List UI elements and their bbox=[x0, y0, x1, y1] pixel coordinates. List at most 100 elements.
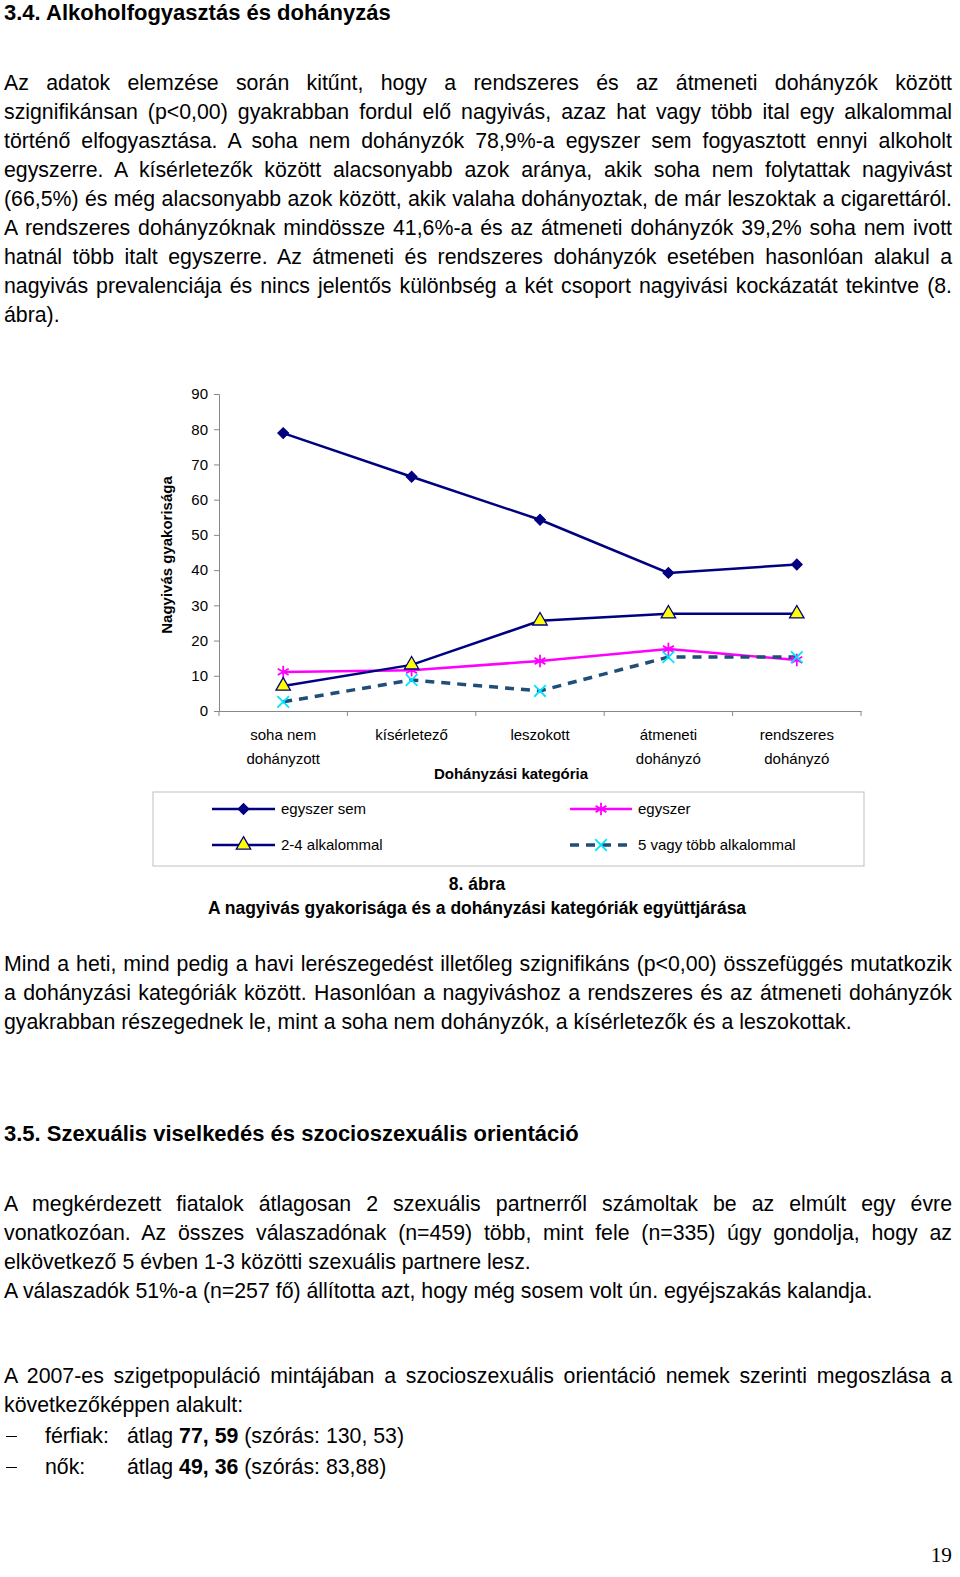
paragraph: A válaszadók 51%-a (n=257 fő) állította … bbox=[4, 1277, 952, 1306]
list-dash bbox=[6, 1467, 17, 1468]
figure-number: 8. ábra bbox=[449, 874, 506, 894]
y-tick-label: 60 bbox=[191, 491, 208, 508]
list-label: férfiak: bbox=[45, 1422, 109, 1451]
x-tick-label-line: soha nem bbox=[250, 726, 316, 743]
y-tick: 0 bbox=[200, 702, 219, 719]
legend-label: 5 vagy több alkalommal bbox=[638, 836, 796, 853]
legend-label: 2-4 alkalommal bbox=[281, 836, 383, 853]
y-tick-label: 20 bbox=[191, 632, 208, 649]
y-tick: 80 bbox=[191, 421, 219, 438]
x-category-tick bbox=[347, 711, 348, 716]
list-dash bbox=[6, 1436, 17, 1437]
paragraph: Mind a heti, mind pedig a havi lerészege… bbox=[4, 950, 952, 1037]
legend-marker bbox=[236, 837, 250, 849]
y-tick-mark bbox=[214, 711, 219, 712]
plot-area bbox=[276, 428, 804, 708]
x-tick-label-line: dohányzott bbox=[247, 750, 321, 767]
x-tick: rendszeres dohányzó bbox=[760, 711, 834, 767]
y-tick-mark bbox=[214, 394, 219, 395]
y-tick-mark bbox=[214, 429, 219, 430]
x-tick-label: átmeneti dohányzó bbox=[636, 726, 701, 767]
y-axis-title: Nagyivás gyakorisága bbox=[158, 476, 175, 634]
list-rest: (szórás: 83,88) bbox=[238, 1455, 386, 1479]
text-block: A 2007-es szigetpopuláció mintájában a s… bbox=[4, 1362, 952, 1420]
series-marker bbox=[276, 678, 290, 690]
x-tick-label-line: dohányzó bbox=[636, 750, 701, 767]
paragraph: Az adatok elemzése során kitűnt, hogy a … bbox=[4, 69, 952, 330]
legend-label: egyszer bbox=[638, 800, 691, 817]
y-tick-mark bbox=[214, 535, 219, 536]
page-number: 19 bbox=[931, 1543, 952, 1568]
series-line bbox=[283, 433, 797, 573]
series-marker bbox=[791, 559, 802, 570]
y-tick: 20 bbox=[191, 632, 219, 649]
list-text: átlag 49, 36 (szórás: 83,88) bbox=[127, 1453, 386, 1482]
y-tick-mark bbox=[214, 676, 219, 677]
x-tick: átmeneti dohányzó bbox=[636, 711, 701, 767]
list-pre: átlag bbox=[127, 1455, 179, 1479]
x-tick-label: rendszeres dohányzó bbox=[760, 726, 834, 767]
x-category-tick bbox=[604, 711, 605, 716]
x-category-tick bbox=[861, 711, 862, 716]
legend: egyszer sem egyszer 2-4 alkalommal 5 vagy t… bbox=[153, 792, 864, 866]
series-marker bbox=[790, 605, 804, 617]
x-tick-label: kísérletező bbox=[375, 726, 448, 743]
text-block: Az adatok elemzése során kitűnt, hogy a … bbox=[4, 69, 952, 330]
x-tick: leszokott bbox=[510, 711, 570, 743]
legend-marker bbox=[238, 804, 249, 815]
series-marker bbox=[277, 696, 289, 708]
figure-caption: A nagyivás gyakorisága és a dohányzási k… bbox=[208, 898, 746, 918]
series-marker bbox=[661, 605, 675, 617]
x-tick-label-line: rendszeres bbox=[760, 726, 834, 743]
y-tick-mark bbox=[214, 500, 219, 501]
paragraph: A megkérdezett fiatalok átlagosan 2 szex… bbox=[4, 1190, 952, 1277]
legend-marker bbox=[596, 803, 607, 816]
series-marker bbox=[534, 685, 546, 697]
chart: 0102030405060708090soha nemdohányzottkís… bbox=[0, 370, 960, 930]
y-tick: 30 bbox=[191, 597, 219, 614]
series-marker bbox=[533, 613, 547, 625]
y-tick: 10 bbox=[191, 667, 219, 684]
y-tick-label: 50 bbox=[191, 526, 208, 543]
series-marker bbox=[406, 471, 417, 482]
x-tick: kísérletező bbox=[375, 711, 448, 743]
series-line bbox=[283, 649, 797, 672]
legend-marker bbox=[595, 839, 607, 851]
y-tick-label: 30 bbox=[191, 597, 208, 614]
x-tick-label-line: átmeneti bbox=[640, 726, 698, 743]
y-tick: 70 bbox=[191, 456, 219, 473]
legend-box bbox=[153, 792, 864, 866]
legend-label: egyszer sem bbox=[281, 800, 366, 817]
x-tick-label-line: leszokott bbox=[510, 726, 570, 743]
y-tick-mark bbox=[214, 641, 219, 642]
series-marker bbox=[535, 514, 546, 525]
x-category-tick bbox=[732, 711, 733, 716]
y-tick-label: 0 bbox=[200, 702, 208, 719]
x-axis-title: Dohányzási kategória bbox=[434, 765, 589, 782]
series-marker bbox=[278, 666, 289, 679]
text-block: Mind a heti, mind pedig a havi lerészege… bbox=[4, 950, 952, 1037]
series-marker bbox=[663, 567, 674, 578]
y-axis: 0102030405060708090 bbox=[191, 385, 219, 719]
x-tick-label-line: kísérletező bbox=[375, 726, 448, 743]
list-rest: (szórás: 130, 53) bbox=[238, 1424, 404, 1448]
series-marker bbox=[791, 651, 803, 663]
list-label: nők: bbox=[45, 1453, 85, 1482]
list-pre: átlag bbox=[127, 1424, 179, 1448]
paragraph: A 2007-es szigetpopuláció mintájában a s… bbox=[4, 1362, 952, 1420]
list-bold: 49, 36 bbox=[179, 1455, 238, 1479]
heading: 3.5. Szexuális viselkedés és szocioszexu… bbox=[4, 1119, 952, 1148]
y-tick-label: 70 bbox=[191, 456, 208, 473]
list-text: átlag 77, 59 (szórás: 130, 53) bbox=[127, 1422, 404, 1451]
y-tick-label: 10 bbox=[191, 667, 208, 684]
y-tick-mark bbox=[214, 464, 219, 465]
y-tick-label: 80 bbox=[191, 421, 208, 438]
x-category-tick bbox=[475, 711, 476, 716]
x-tick: soha nem dohányzott bbox=[247, 711, 321, 767]
heading: 3.4. Alkoholfogyasztás és dohányzás bbox=[4, 0, 952, 27]
y-tick-label: 40 bbox=[191, 561, 208, 578]
x-tick-label-line: dohányzó bbox=[764, 750, 829, 767]
y-tick-mark bbox=[214, 570, 219, 571]
list-bold: 77, 59 bbox=[179, 1424, 238, 1448]
series-marker bbox=[535, 655, 546, 668]
